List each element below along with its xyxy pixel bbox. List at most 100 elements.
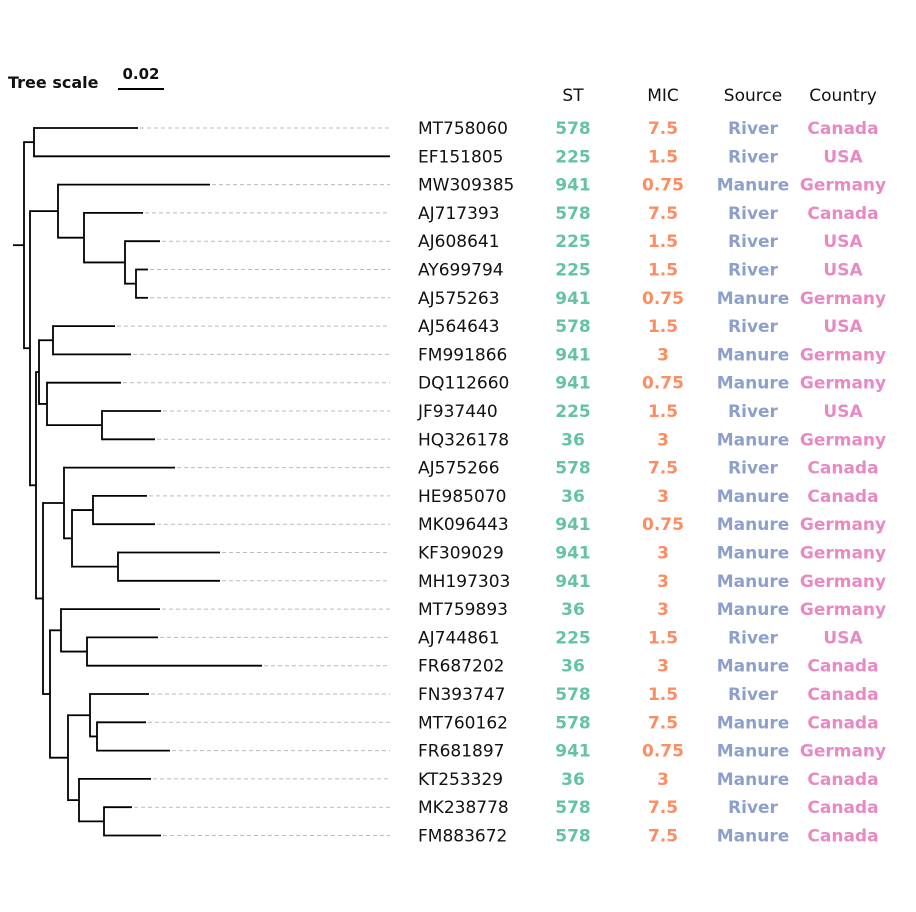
mic-value: 3 — [657, 572, 669, 592]
mic-value: 1.5 — [648, 685, 678, 705]
tip-row: AJ575263 941 0.75 Manure Germany — [418, 289, 886, 309]
tip-row: MT758060 578 7.5 River Canada — [418, 119, 879, 139]
st-value: 578 — [555, 685, 591, 705]
country-value: Canada — [807, 770, 878, 790]
mic-value: 1.5 — [648, 261, 678, 281]
tip-label: MK238778 — [418, 798, 509, 818]
st-value: 36 — [561, 487, 585, 507]
country-value: Canada — [807, 119, 878, 139]
country-value: Canada — [807, 798, 878, 818]
mic-value: 3 — [657, 430, 669, 450]
st-value: 36 — [561, 430, 585, 450]
source-value: River — [728, 628, 779, 648]
tip-row: JF937440 225 1.5 River USA — [417, 402, 863, 422]
source-value: Manure — [717, 544, 790, 564]
country-value: Canada — [807, 487, 878, 507]
st-value: 941 — [555, 374, 591, 394]
st-value: 36 — [561, 600, 585, 620]
country-value: Canada — [807, 713, 878, 733]
tip-row: AJ608641 225 1.5 River USA — [418, 232, 863, 252]
tip-row: MK096443 941 0.75 Manure Germany — [418, 515, 886, 535]
mic-value: 0.75 — [642, 176, 684, 196]
tip-row: AJ717393 578 7.5 River Canada — [418, 204, 879, 224]
country-value: USA — [823, 628, 863, 648]
tip-label: KF309029 — [418, 544, 504, 564]
st-value: 941 — [555, 289, 591, 309]
tree-scale: Tree scale 0.02 — [8, 65, 164, 92]
country-value: USA — [823, 147, 863, 167]
st-value: 225 — [555, 628, 591, 648]
tip-row: MH197303 941 3 Manure Germany — [418, 572, 886, 592]
tip-row: FR681897 941 0.75 Manure Germany — [418, 742, 886, 762]
source-value: Manure — [717, 572, 790, 592]
tip-label: HE985070 — [418, 487, 506, 507]
mic-value: 7.5 — [648, 119, 678, 139]
tip-label: DQ112660 — [418, 374, 509, 394]
mic-value: 3 — [657, 544, 669, 564]
st-value: 941 — [555, 176, 591, 196]
country-column-header: Country — [809, 86, 877, 106]
column-headers: ST MIC Source Country — [562, 86, 876, 106]
source-value: Manure — [717, 289, 790, 309]
tip-label: AJ575266 — [418, 459, 500, 479]
source-value: River — [728, 685, 779, 705]
tip-label: AJ717393 — [418, 204, 500, 224]
country-value: Canada — [807, 459, 878, 479]
mic-value: 1.5 — [648, 402, 678, 422]
tree-scale-value: 0.02 — [122, 65, 159, 83]
tip-label: MK096443 — [418, 515, 509, 535]
mic-value: 1.5 — [648, 317, 678, 337]
st-value: 578 — [555, 459, 591, 479]
country-value: USA — [823, 261, 863, 281]
source-value: Manure — [717, 713, 790, 733]
mic-value: 1.5 — [648, 232, 678, 252]
st-value: 578 — [555, 119, 591, 139]
mic-value: 7.5 — [648, 459, 678, 479]
mic-value: 3 — [657, 600, 669, 620]
mic-value: 3 — [657, 345, 669, 365]
mic-value: 7.5 — [648, 798, 678, 818]
tip-label: MT758060 — [418, 119, 508, 139]
source-value: Manure — [717, 176, 790, 196]
tip-row: EF151805 225 1.5 River USA — [418, 147, 863, 167]
mic-value: 3 — [657, 657, 669, 677]
st-value: 36 — [561, 770, 585, 790]
source-value: River — [728, 119, 779, 139]
tip-row: MT760162 578 7.5 Manure Canada — [418, 713, 879, 733]
tip-row: FR687202 36 3 Manure Canada — [418, 657, 879, 677]
st-value: 578 — [555, 798, 591, 818]
source-column-header: Source — [724, 86, 782, 106]
country-value: Germany — [800, 572, 886, 592]
st-value: 36 — [561, 657, 585, 677]
tip-rows: MT758060 578 7.5 River Canada EF151805 225 1.5 R… — [417, 119, 886, 847]
country-value: USA — [823, 402, 863, 422]
st-value: 578 — [555, 317, 591, 337]
st-value: 225 — [555, 402, 591, 422]
tip-row: HE985070 36 3 Manure Canada — [418, 487, 879, 507]
country-value: Germany — [800, 289, 886, 309]
tip-row: AY699794 225 1.5 River USA — [418, 261, 863, 281]
source-value: River — [728, 261, 779, 281]
st-value: 578 — [555, 204, 591, 224]
source-value: Manure — [717, 345, 790, 365]
st-value: 225 — [555, 232, 591, 252]
country-value: USA — [823, 317, 863, 337]
country-value: Germany — [800, 600, 886, 620]
mic-value: 7.5 — [648, 713, 678, 733]
tip-label: JF937440 — [417, 402, 498, 422]
source-value: Manure — [717, 742, 790, 762]
tree-branches — [13, 127, 390, 837]
source-value: Manure — [717, 770, 790, 790]
mic-value: 3 — [657, 770, 669, 790]
source-value: River — [728, 798, 779, 818]
country-value: Germany — [800, 742, 886, 762]
country-value: USA — [823, 232, 863, 252]
country-value: Germany — [800, 345, 886, 365]
source-value: Manure — [717, 657, 790, 677]
st-column-header: ST — [562, 86, 584, 106]
st-value: 941 — [555, 515, 591, 535]
mic-value: 3 — [657, 487, 669, 507]
tip-row: DQ112660 941 0.75 Manure Germany — [418, 374, 886, 394]
country-value: Germany — [800, 430, 886, 450]
tip-label: AJ564643 — [418, 317, 500, 337]
